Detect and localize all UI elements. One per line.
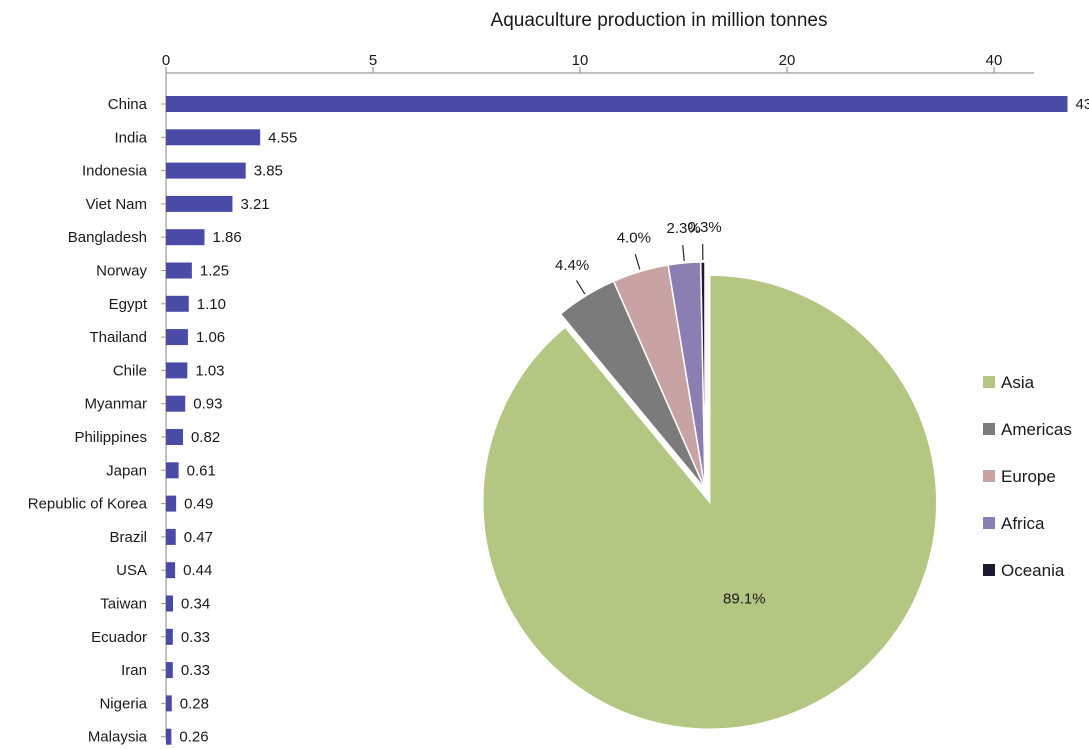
value-label: 1.86 — [213, 229, 242, 246]
slice-label: 2.3% — [667, 220, 701, 237]
pie-slice — [481, 274, 938, 730]
slice-label: 4.0% — [617, 230, 651, 247]
value-label: 0.82 — [191, 429, 220, 446]
legend-label: Asia — [1001, 373, 1035, 392]
legend-label: Europe — [1001, 467, 1056, 486]
value-label: 4.55 — [268, 129, 297, 146]
value-label: 0.33 — [181, 662, 210, 679]
bar — [166, 129, 261, 146]
bar — [166, 229, 205, 246]
category-label: India — [114, 129, 147, 146]
bar — [166, 462, 179, 479]
bar — [166, 395, 186, 412]
category-label: China — [108, 96, 148, 113]
legend-swatch — [983, 376, 995, 388]
category-label: Nigeria — [99, 695, 147, 712]
bar — [166, 162, 246, 179]
slice-label: 89.1% — [723, 590, 766, 607]
x-tick-label: 5 — [369, 52, 377, 69]
bar — [166, 562, 176, 579]
category-label: Iran — [121, 662, 147, 679]
category-label: Republic of Korea — [28, 496, 148, 513]
x-tick-label: 10 — [572, 52, 589, 69]
category-label: Taiwan — [100, 596, 147, 613]
bar-chart: 0 5 10 20 40 China 43.55 India 4.55 Indonesia 3.85… — [28, 52, 1089, 746]
value-label: 0.44 — [183, 562, 212, 579]
bar — [166, 662, 173, 679]
value-label: 1.03 — [195, 362, 224, 379]
category-label: USA — [116, 562, 147, 579]
category-label: Viet Nam — [86, 196, 147, 213]
category-label: Ecuador — [91, 629, 147, 646]
bar — [166, 295, 189, 312]
value-label: 0.47 — [184, 529, 213, 546]
category-label: Chile — [113, 362, 147, 379]
slice-label: 4.4% — [555, 257, 589, 274]
leader-line — [575, 280, 586, 295]
legend-swatch — [983, 517, 995, 529]
bar — [166, 595, 174, 612]
leader-line — [634, 253, 641, 270]
category-label: Philippines — [74, 429, 147, 446]
category-label: Myanmar — [84, 396, 147, 413]
category-label: Norway — [96, 263, 147, 280]
bar — [166, 329, 188, 346]
x-tick-label: 20 — [779, 52, 796, 69]
value-label: 3.85 — [254, 163, 283, 180]
category-label: Egypt — [109, 296, 148, 313]
bar — [166, 96, 1068, 112]
value-label: 3.21 — [240, 196, 269, 213]
value-label: 1.10 — [197, 296, 226, 313]
value-label: 1.06 — [196, 329, 225, 346]
value-label: 0.49 — [184, 496, 213, 513]
value-label: 0.28 — [180, 695, 209, 712]
value-label: 1.25 — [200, 263, 229, 280]
category-label: Brazil — [109, 529, 147, 546]
pie-chart: 89.1% 4.4% 4.0% 2.3%0.3% — [481, 219, 938, 730]
legend-swatch — [983, 470, 995, 482]
slice-label: 0.3% — [687, 219, 721, 236]
value-label: 0.33 — [181, 629, 210, 646]
bar — [166, 262, 192, 279]
bar — [166, 362, 188, 379]
value-label: 0.34 — [181, 596, 210, 613]
bar — [166, 429, 183, 445]
bar — [166, 495, 177, 512]
legend-label: Africa — [1001, 514, 1045, 533]
pie-slice — [699, 261, 706, 490]
bar — [166, 728, 172, 745]
legend-label: Oceania — [1001, 561, 1065, 580]
value-label: 0.93 — [193, 396, 222, 413]
bar — [166, 195, 233, 212]
x-tick-label: 40 — [986, 52, 1003, 69]
leader-line — [682, 244, 685, 262]
pie-legend: Asia Americas Europe Africa Oceania — [983, 373, 1072, 580]
legend-swatch — [983, 423, 995, 435]
bar — [166, 528, 176, 545]
value-label: 0.26 — [179, 729, 208, 746]
value-label: 0.61 — [187, 462, 216, 479]
value-label: 43.55 — [1075, 96, 1089, 113]
category-label: Bangladesh — [68, 229, 147, 246]
chart-title: Aquaculture production in million tonnes — [491, 10, 828, 31]
x-tick-label: 0 — [162, 52, 170, 69]
category-label: Thailand — [89, 329, 147, 346]
legend-swatch — [983, 564, 995, 576]
category-label: Japan — [106, 462, 147, 479]
legend-label: Americas — [1001, 420, 1072, 439]
category-label: Malaysia — [88, 729, 148, 746]
bar — [166, 628, 173, 645]
category-label: Indonesia — [82, 163, 148, 180]
bar — [166, 695, 172, 712]
